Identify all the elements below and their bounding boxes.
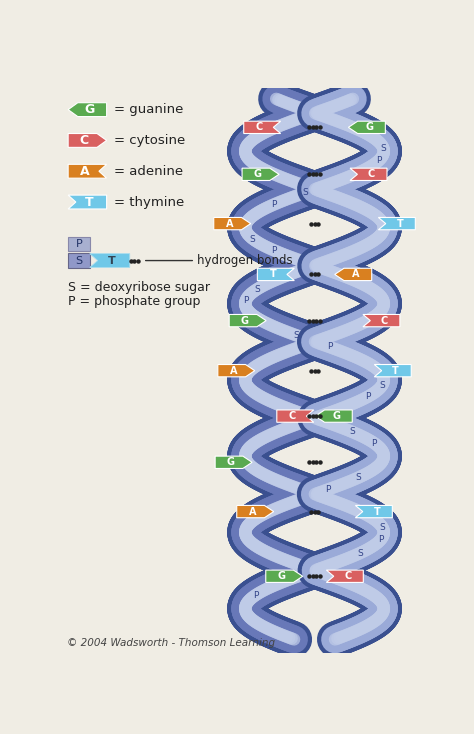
Text: © 2004 Wadsworth - Thomson Learning: © 2004 Wadsworth - Thomson Learning bbox=[66, 638, 275, 647]
FancyBboxPatch shape bbox=[68, 252, 90, 268]
Polygon shape bbox=[68, 103, 107, 117]
Text: A: A bbox=[229, 366, 237, 376]
Polygon shape bbox=[244, 121, 281, 134]
Text: P: P bbox=[371, 438, 376, 448]
Polygon shape bbox=[356, 506, 392, 517]
Polygon shape bbox=[90, 254, 130, 267]
Polygon shape bbox=[327, 570, 363, 582]
Text: P: P bbox=[243, 296, 248, 305]
Text: = adenine: = adenine bbox=[114, 164, 183, 178]
Text: G: G bbox=[277, 571, 285, 581]
Text: S: S bbox=[381, 145, 386, 153]
Text: G: G bbox=[333, 411, 341, 421]
Polygon shape bbox=[348, 121, 385, 134]
Text: T: T bbox=[392, 366, 399, 376]
Polygon shape bbox=[215, 456, 252, 468]
Text: = thymine: = thymine bbox=[114, 195, 184, 208]
Text: C: C bbox=[80, 134, 89, 147]
Text: T: T bbox=[374, 506, 380, 517]
Text: T: T bbox=[85, 195, 94, 208]
Polygon shape bbox=[229, 314, 266, 327]
Polygon shape bbox=[218, 365, 255, 377]
Text: P: P bbox=[75, 239, 82, 250]
Text: A: A bbox=[80, 164, 89, 178]
Polygon shape bbox=[237, 506, 273, 517]
Text: C: C bbox=[289, 411, 296, 421]
Text: P: P bbox=[253, 591, 258, 600]
Text: P = phosphate group: P = phosphate group bbox=[68, 295, 201, 308]
Text: C: C bbox=[368, 170, 375, 179]
Polygon shape bbox=[335, 268, 372, 280]
Text: = guanine: = guanine bbox=[114, 103, 184, 116]
Text: hydrogen bonds: hydrogen bonds bbox=[198, 254, 293, 267]
Polygon shape bbox=[68, 195, 107, 209]
Text: C: C bbox=[255, 123, 263, 132]
Text: T: T bbox=[270, 269, 276, 280]
Text: A: A bbox=[353, 269, 360, 280]
Polygon shape bbox=[242, 168, 279, 181]
Polygon shape bbox=[350, 168, 387, 181]
Text: S: S bbox=[358, 548, 364, 558]
Polygon shape bbox=[68, 164, 107, 178]
Text: A: A bbox=[226, 219, 233, 228]
Text: = cytosine: = cytosine bbox=[114, 134, 186, 147]
Text: C: C bbox=[381, 316, 388, 326]
Text: S: S bbox=[302, 189, 308, 197]
Text: S = deoxyribose sugar: S = deoxyribose sugar bbox=[68, 281, 210, 294]
Text: G: G bbox=[241, 316, 249, 326]
Text: G: G bbox=[366, 123, 374, 132]
Text: S: S bbox=[355, 473, 361, 482]
Polygon shape bbox=[214, 217, 251, 230]
Polygon shape bbox=[68, 134, 107, 148]
Polygon shape bbox=[378, 217, 415, 230]
Text: P: P bbox=[327, 342, 332, 352]
Text: A: A bbox=[248, 506, 256, 517]
Polygon shape bbox=[374, 365, 411, 377]
Text: P: P bbox=[378, 535, 384, 544]
Text: S: S bbox=[349, 427, 355, 436]
Text: G: G bbox=[227, 457, 235, 468]
Polygon shape bbox=[363, 314, 400, 327]
Text: T: T bbox=[108, 255, 116, 266]
Text: P: P bbox=[271, 200, 277, 209]
Polygon shape bbox=[277, 410, 314, 422]
Text: S: S bbox=[380, 523, 385, 532]
Text: P: P bbox=[376, 156, 382, 165]
Text: S: S bbox=[254, 285, 260, 294]
Text: P: P bbox=[272, 246, 277, 255]
Text: C: C bbox=[344, 571, 351, 581]
Text: S: S bbox=[293, 331, 299, 340]
Text: S: S bbox=[75, 255, 82, 266]
Text: P: P bbox=[325, 484, 330, 494]
Polygon shape bbox=[315, 410, 352, 422]
Text: T: T bbox=[396, 219, 403, 228]
Polygon shape bbox=[257, 268, 294, 280]
Text: P: P bbox=[365, 393, 371, 401]
Text: S: S bbox=[250, 234, 255, 244]
Text: G: G bbox=[84, 103, 94, 116]
FancyBboxPatch shape bbox=[68, 238, 90, 251]
Text: S: S bbox=[380, 381, 385, 390]
Text: G: G bbox=[254, 170, 262, 179]
Polygon shape bbox=[266, 570, 303, 582]
